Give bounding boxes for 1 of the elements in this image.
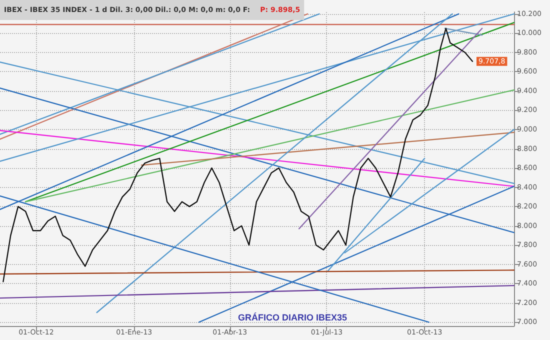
annotation: GRÁFICO DIARIO IBEX35 [238,312,348,322]
